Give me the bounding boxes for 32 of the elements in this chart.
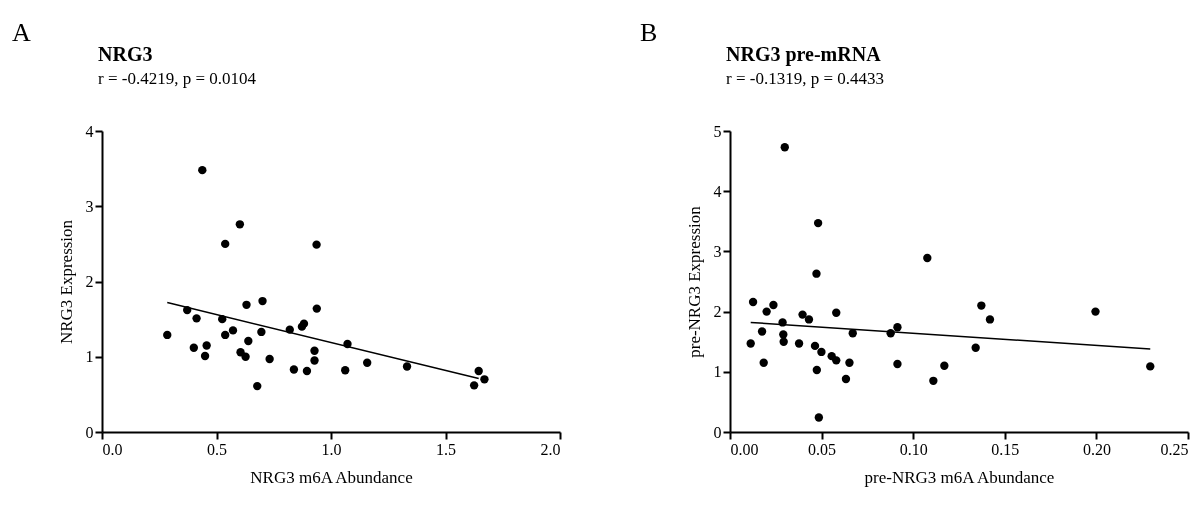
y-tick-label: 3 [713,242,722,260]
x-tick-label: 1.5 [436,440,456,458]
y-tick-label: 4 [713,182,722,200]
text: B [640,18,658,48]
chart-subtitle: r = -0.1319, p = 0.4433 [726,69,884,88]
y-tick-label: 1 [85,348,94,366]
x-tick-label: 0.5 [207,440,227,458]
x-axis-title: NRG3 m6A Abundance [250,467,413,487]
y-tick-label: 5 [713,122,722,140]
x-tick-label: 0.25 [1160,440,1189,458]
x-tick-label: 0.10 [899,440,928,458]
y-tick-label: 2 [713,303,722,321]
y-tick-label: 4 [85,122,94,140]
y-axis-title: pre-NRG3 Expression [684,205,704,358]
y-tick-label: 0 [85,423,94,441]
y-tick-label: 0 [713,423,722,441]
chart-subtitle: r = -0.4219, p = 0.0104 [98,69,257,88]
x-axis-title: pre-NRG3 m6A Abundance [864,467,1055,487]
y-tick-label: 1 [713,363,722,381]
y-axis-title: NRG3 Expression [56,219,76,345]
x-tick-label: 0.15 [991,440,1020,458]
y-tick-label: 3 [85,197,94,215]
chart-title: NRG3 [98,43,153,65]
x-tick-label: 2.0 [540,440,561,458]
x-tick-label: 0.0 [102,440,123,458]
x-tick-label: 0.20 [1082,440,1111,458]
y-tick-label: 2 [85,273,94,290]
text: A [12,18,31,48]
chart-title: NRG3 pre-mRNA [726,43,882,66]
x-tick-label: 1.0 [321,440,342,458]
x-tick-label: 0.05 [808,440,837,458]
x-tick-label: 0.00 [730,440,759,458]
